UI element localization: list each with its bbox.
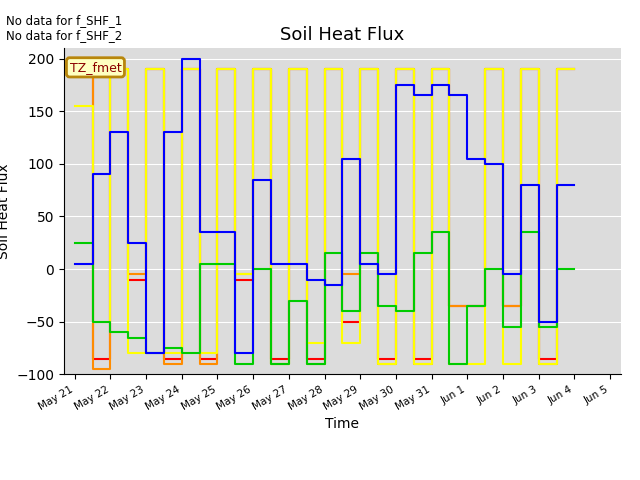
Text: TZ_fmet: TZ_fmet [70, 61, 122, 74]
Title: Soil Heat Flux: Soil Heat Flux [280, 25, 404, 44]
Y-axis label: Soil Heat Flux: Soil Heat Flux [0, 163, 11, 259]
X-axis label: Time: Time [325, 417, 360, 431]
Text: No data for f_SHF_1
No data for f_SHF_2: No data for f_SHF_1 No data for f_SHF_2 [6, 14, 123, 42]
